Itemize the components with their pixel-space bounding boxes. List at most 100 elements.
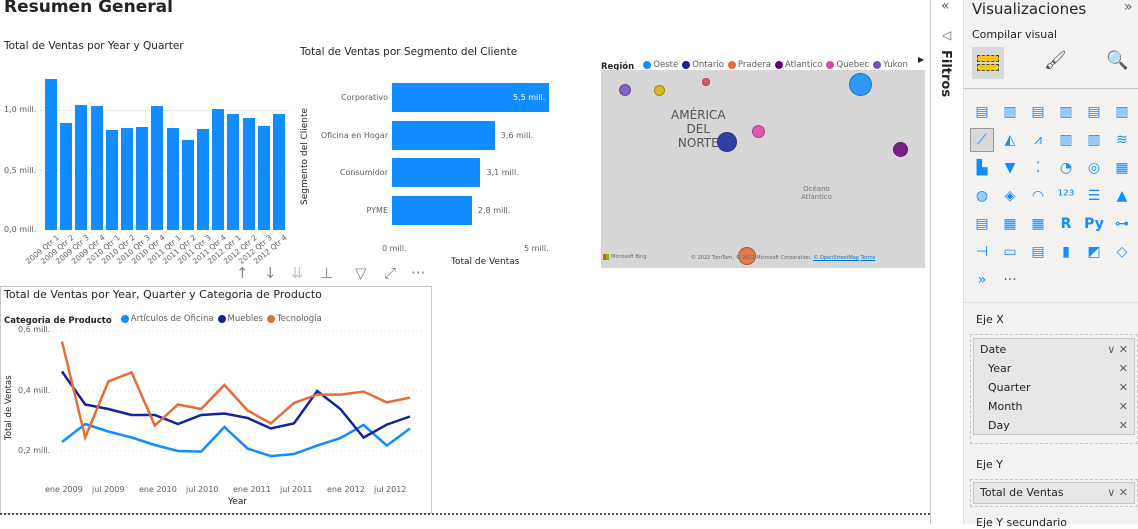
map-bubble-oeste[interactable] — [849, 73, 872, 96]
remove-field-icon[interactable]: ✕ — [1118, 419, 1128, 432]
visual-type-icon[interactable]: ◠ — [1031, 188, 1045, 204]
map-bubble-atlantico[interactable] — [893, 142, 908, 157]
visual-type-icon[interactable]: » — [977, 272, 987, 288]
visual-type-icon[interactable]: ▦ — [1115, 160, 1129, 176]
visual-type-icon[interactable]: ⩘ — [1034, 132, 1042, 148]
bar[interactable] — [90, 106, 103, 230]
bar[interactable] — [151, 106, 164, 230]
legend-next-arrow[interactable]: ▶ — [918, 55, 925, 64]
filter-icon[interactable]: ▽ — [355, 264, 367, 282]
osm-link[interactable]: © OpenStreetMap — [813, 255, 860, 261]
visual-type-icon[interactable]: ▙ — [976, 160, 988, 176]
visual-type-icon[interactable]: ▲ — [1116, 188, 1128, 204]
visual-type-icon[interactable]: ☰ — [1087, 188, 1101, 204]
filters-label[interactable]: Filtros — [938, 50, 953, 98]
bar[interactable] — [105, 130, 118, 230]
visual-type-icon[interactable]: Py — [1084, 216, 1104, 232]
legend-item[interactable]: Oeste — [643, 60, 678, 70]
visual-type-icon[interactable]: ▥ — [1003, 104, 1017, 120]
visual-type-icon[interactable]: ⁚ — [1035, 160, 1041, 176]
visual-type-icon[interactable]: ▮ — [1062, 244, 1070, 260]
drill-down-icon[interactable]: ↓ — [264, 264, 277, 282]
visual-type-icon[interactable]: ⊣ — [975, 244, 989, 260]
visual-type-icon[interactable]: ◍ — [975, 188, 989, 204]
visual-type-icon[interactable]: ◔ — [1059, 160, 1073, 176]
expand-icon[interactable]: » — [1124, 0, 1133, 15]
chevron-down-icon[interactable]: ∨ — [1107, 486, 1116, 499]
bar[interactable] — [392, 120, 495, 150]
drill-up-icon[interactable]: ↑ — [236, 264, 249, 282]
bar[interactable] — [181, 140, 194, 230]
map-bubble-ontario[interactable] — [717, 132, 737, 152]
map-bubble[interactable] — [654, 85, 665, 96]
remove-field-icon[interactable]: ✕ — [1118, 362, 1128, 375]
expand-hierarchy-icon[interactable]: ⊥ — [320, 264, 334, 282]
visual-type-icon[interactable]: ¹²³ — [1057, 188, 1075, 204]
map-bubble-yukon[interactable] — [619, 84, 631, 96]
visual-type-icon[interactable]: ··· — [1003, 272, 1017, 288]
chevron-down-icon[interactable]: ∨ — [1107, 343, 1116, 356]
visual-type-icon[interactable]: ▥ — [1115, 104, 1129, 120]
bar[interactable] — [392, 195, 472, 225]
bar[interactable] — [60, 123, 73, 230]
legend-item[interactable]: Quebec — [826, 60, 869, 70]
filters-pane-collapsed[interactable]: « ◁ Filtros — [930, 0, 963, 524]
bar[interactable] — [273, 113, 285, 230]
visual-type-icon[interactable]: ⟋ — [970, 128, 994, 152]
map-bubble-pradera[interactable] — [738, 247, 756, 265]
visual-type-icon[interactable]: ▥ — [1087, 132, 1101, 148]
legend-item[interactable]: Yukon — [873, 60, 908, 70]
focus-mode-icon[interactable]: ⤢ — [384, 264, 397, 282]
remove-field-icon[interactable]: ✕ — [1118, 343, 1128, 356]
bar[interactable] — [166, 128, 179, 230]
visual-type-icon[interactable]: ≋ — [1116, 132, 1128, 148]
visual-type-icon[interactable]: ▤ — [1031, 104, 1045, 120]
format-visual-tab[interactable]: 🖌 — [1044, 50, 1067, 71]
build-visual-tab[interactable] — [972, 47, 1004, 79]
visual-type-icon[interactable]: ⊶ — [1115, 216, 1129, 232]
legend-item[interactable]: Ontario — [682, 60, 724, 70]
legend-item[interactable]: Atlantico — [774, 60, 822, 70]
bar[interactable] — [45, 78, 57, 230]
visual-type-icon[interactable]: ▤ — [975, 104, 989, 120]
bar[interactable] — [121, 128, 133, 230]
more-options-icon[interactable]: ··· — [411, 264, 426, 282]
analytics-tab[interactable]: 🔍 — [1106, 50, 1129, 71]
visual-type-icon[interactable]: ◈ — [1004, 188, 1016, 204]
visual-type-icon[interactable]: ▦ — [1003, 216, 1017, 232]
visual-type-icon[interactable]: ◭ — [1004, 132, 1016, 148]
visual-type-icon[interactable]: ▤ — [1031, 244, 1045, 260]
bar[interactable] — [197, 129, 209, 230]
map-canvas[interactable]: AMÉRICA DEL NORTE Océano Atlántico Microsof… — [601, 70, 925, 268]
remove-field-icon[interactable]: ✕ — [1118, 486, 1128, 499]
legend-item[interactable]: Pradera — [727, 60, 771, 70]
bar[interactable] — [392, 158, 481, 187]
visual-type-icon[interactable]: ▥ — [1059, 104, 1073, 120]
legend-item[interactable]: Tecnología — [266, 314, 322, 324]
visual-type-icon[interactable]: ▤ — [975, 216, 989, 232]
y-axis-field[interactable]: Total de Ventas ∨ ✕ — [973, 482, 1135, 504]
remove-field-icon[interactable]: ✕ — [1118, 400, 1128, 413]
collapse-icon[interactable]: « — [941, 0, 950, 14]
bar[interactable] — [75, 105, 88, 230]
bar[interactable] — [212, 108, 225, 230]
visual-type-icon[interactable]: ◎ — [1087, 160, 1101, 176]
bar[interactable] — [392, 83, 549, 112]
legend-item[interactable]: Artículos de Oficina — [120, 314, 214, 324]
remove-field-icon[interactable]: ✕ — [1118, 381, 1128, 394]
visual-type-icon[interactable]: ▦ — [1031, 216, 1045, 232]
bar[interactable] — [257, 125, 270, 230]
bar[interactable] — [242, 118, 255, 230]
x-axis-field[interactable]: Date ∨ ✕ Year ✕ Quarter ✕ Month ✕ Day ✕ — [973, 338, 1135, 435]
bar[interactable] — [136, 126, 149, 230]
visual-type-icon[interactable]: ◇ — [1116, 244, 1128, 260]
expand-all-icon[interactable]: ⇊ — [291, 264, 304, 282]
terms-link[interactable]: Terms — [860, 255, 876, 261]
bar[interactable] — [227, 113, 240, 230]
map-bubble[interactable] — [702, 78, 710, 86]
y-axis-well[interactable]: Total de Ventas ∨ ✕ — [970, 479, 1138, 507]
legend-item[interactable]: Muebles — [217, 314, 263, 324]
visual-type-icon[interactable]: ▭ — [1003, 244, 1017, 260]
visual-type-icon[interactable]: R — [1060, 216, 1072, 232]
visual-type-icon[interactable]: ▤ — [1087, 104, 1101, 120]
